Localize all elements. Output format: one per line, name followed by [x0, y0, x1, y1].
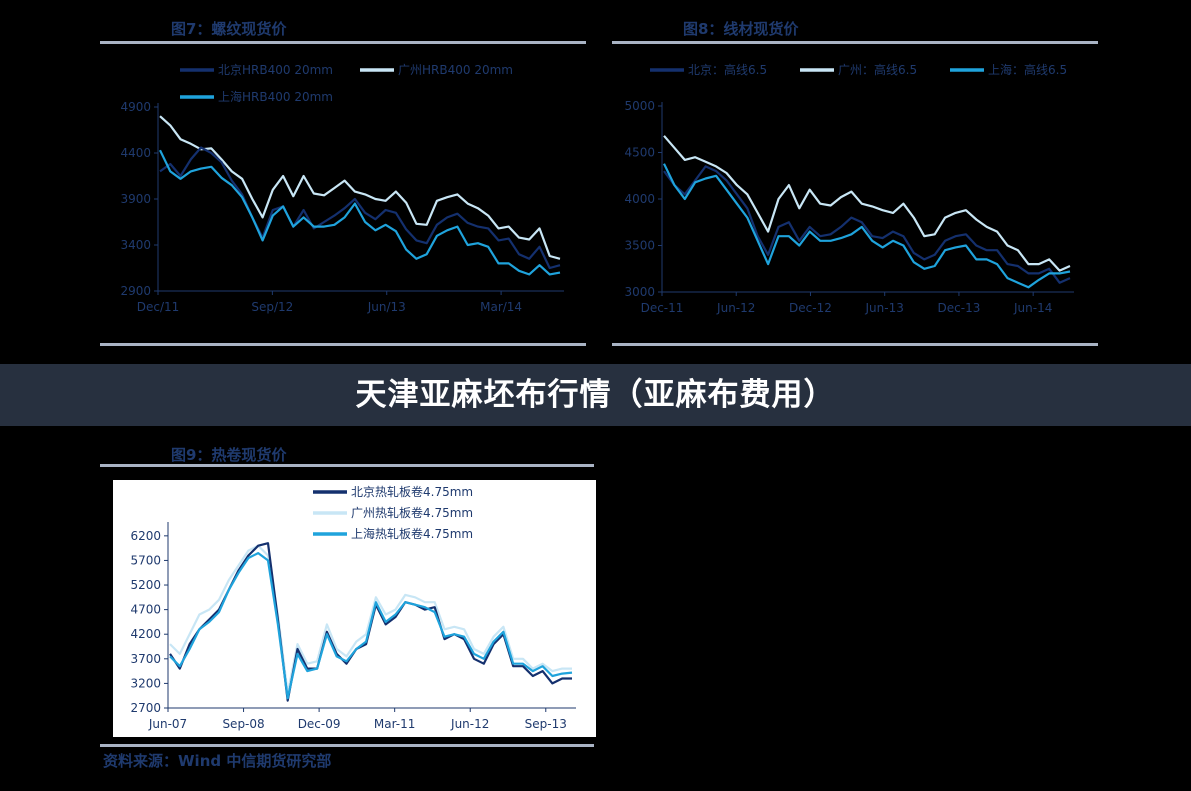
- x-tick-label: Sep-13: [525, 717, 567, 731]
- y-tick-label: 4400: [120, 146, 151, 160]
- chart-8-top-rule: [612, 41, 1098, 44]
- x-tick-label: Sep/12: [251, 300, 293, 314]
- y-tick-label: 5200: [130, 578, 161, 592]
- chart-8-bottom-rule: [612, 343, 1098, 346]
- legend-label: 广州HRB400 20mm: [398, 63, 513, 77]
- x-tick-label: Dec-12: [789, 301, 832, 315]
- x-tick-label: Dec-13: [938, 301, 981, 315]
- y-tick-label: 4500: [624, 146, 655, 160]
- chart-7-title: 图7：螺纹现货价: [171, 20, 287, 38]
- x-tick-label: Jun-07: [148, 717, 187, 731]
- series-line-3: [159, 149, 561, 276]
- series-line-2: [159, 115, 561, 260]
- legend-label: 北京：高线6.5: [688, 62, 767, 77]
- source-note: 资料来源：Wind 中信期货研究部: [103, 752, 332, 770]
- chart-9-top-rule: [100, 464, 594, 467]
- series-line-1: [663, 165, 1071, 284]
- legend-label: 广州：高线6.5: [838, 62, 917, 77]
- y-tick-label: 6200: [130, 529, 161, 543]
- x-tick-label: Jun-13: [865, 301, 904, 315]
- y-tick-label: 3700: [130, 652, 161, 666]
- chart-7-bottom-rule: [100, 343, 586, 346]
- x-tick-label: Dec/11: [137, 300, 180, 314]
- y-tick-label: 4700: [130, 603, 161, 617]
- y-tick-label: 4000: [624, 192, 655, 206]
- series-line-3: [663, 163, 1071, 289]
- y-tick-label: 5700: [130, 553, 161, 567]
- y-tick-label: 4900: [120, 100, 151, 114]
- x-tick-label: Mar-11: [374, 717, 415, 731]
- x-tick-label: Sep-08: [222, 717, 264, 731]
- legend-label: 北京HRB400 20mm: [218, 63, 333, 77]
- y-tick-label: 3500: [624, 239, 655, 253]
- x-tick-label: Dec-09: [298, 717, 341, 731]
- series-line-2: [663, 135, 1071, 272]
- x-tick-label: Jun-12: [450, 717, 489, 731]
- y-tick-label: 3400: [120, 238, 151, 252]
- series-line-1: [159, 146, 561, 270]
- chart-9-title: 图9：热卷现货价: [171, 446, 287, 464]
- chart-background: [113, 480, 596, 737]
- chart-9-hot-coil-price: 2700 3200 3700 4200 4700 5200 5700 6200 Jun-07 Se…: [113, 480, 596, 737]
- legend-label: 上海热轧板卷4.75mm: [351, 526, 473, 541]
- x-tick-label: Jun-12: [716, 301, 755, 315]
- y-tick-label: 3200: [130, 676, 161, 690]
- y-tick-label: 5000: [624, 99, 655, 113]
- series-line-3: [169, 551, 573, 700]
- chart-7-rebar-price: 2900 3400 3900 4400 4900 Dec/11 Sep/12 Jun/13 Ma…: [120, 63, 564, 314]
- x-tick-label: Jun-14: [1013, 301, 1052, 315]
- chart-9-bottom-rule: [100, 744, 594, 747]
- y-tick-label: 2900: [120, 284, 151, 298]
- page-banner: 天津亚麻坯布行情（亚麻布费用）: [0, 364, 1191, 426]
- legend-label: 北京热轧板卷4.75mm: [351, 484, 473, 499]
- legend-label: 广州热轧板卷4.75mm: [351, 505, 473, 520]
- x-tick-label: Dec-11: [641, 301, 684, 315]
- y-tick-label: 3000: [624, 285, 655, 299]
- y-tick-label: 3900: [120, 192, 151, 206]
- chart-8-title: 图8：线材现货价: [683, 20, 799, 38]
- chart-7-top-rule: [100, 41, 586, 44]
- y-tick-label: 4200: [130, 627, 161, 641]
- y-tick-label: 2700: [130, 701, 161, 715]
- series-line-2: [169, 544, 572, 695]
- x-tick-label: Mar/14: [480, 300, 522, 314]
- chart-8-wire-rod-price: 3000 3500 4000 4500 5000 Dec-11 Jun-12 Dec-12 Ju…: [624, 62, 1074, 315]
- x-tick-label: Jun/13: [367, 300, 406, 314]
- legend-label: 上海HRB400 20mm: [218, 89, 333, 104]
- legend-label: 上海：高线6.5: [988, 62, 1067, 77]
